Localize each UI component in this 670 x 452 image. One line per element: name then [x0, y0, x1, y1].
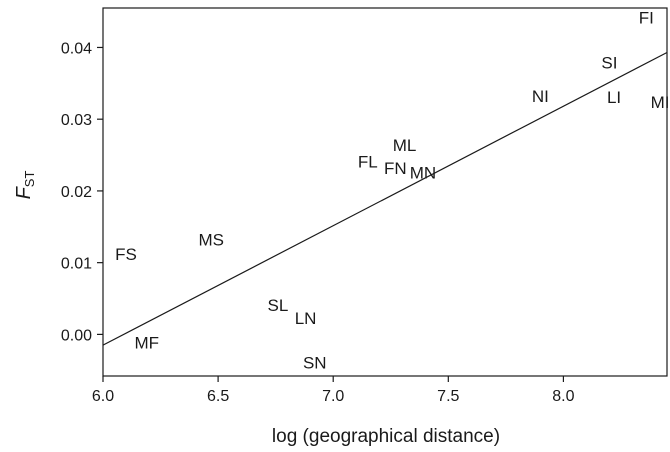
point-label-mf: MF: [134, 333, 159, 352]
plot-frame: [102, 7, 668, 377]
y-axis: 0.00 0.01 0.02 0.03 0.04: [61, 40, 103, 344]
point-label-ms: MS: [198, 231, 224, 250]
point-label-ln: LN: [295, 309, 317, 328]
x-tick-label: 7.5: [437, 388, 459, 405]
point-label-ml: ML: [393, 136, 417, 155]
point-label-sl: SL: [268, 296, 289, 315]
plot-area: FI SI NI LI MI ML FL FN MN MS FS SL LN MF SN: [102, 7, 670, 377]
x-axis: 6.0 6.5 7.0 7.5 8.0: [92, 376, 575, 405]
x-tick-label: 8.0: [552, 388, 574, 405]
point-label-ni: NI: [532, 87, 549, 106]
y-tick-label: 0.02: [61, 184, 92, 201]
point-label-fn: FN: [384, 159, 407, 178]
regression-line: [102, 51, 668, 346]
point-label-li: LI: [607, 88, 621, 107]
x-tick-label: 7.0: [322, 388, 344, 405]
y-tick-label: 0.01: [61, 256, 92, 273]
x-tick-label: 6.0: [92, 388, 114, 405]
x-tick-label: 6.5: [207, 388, 229, 405]
point-label-fi: FI: [639, 8, 654, 27]
point-label-mi: MI: [651, 93, 670, 112]
y-axis-label: FST: [13, 171, 37, 200]
y-axis-label-main: F: [13, 185, 35, 199]
point-label-si: SI: [601, 54, 617, 73]
point-label-fl: FL: [358, 153, 378, 172]
y-tick-label: 0.04: [61, 40, 92, 57]
y-tick-label: 0.03: [61, 112, 92, 129]
point-label-sn: SN: [303, 353, 327, 372]
point-label-fs: FS: [115, 245, 137, 264]
y-tick-label: 0.00: [61, 327, 92, 344]
y-axis-label-sub: ST: [22, 171, 37, 188]
x-axis-label: log (geographical distance): [272, 426, 500, 447]
point-label-mn: MN: [410, 163, 436, 182]
